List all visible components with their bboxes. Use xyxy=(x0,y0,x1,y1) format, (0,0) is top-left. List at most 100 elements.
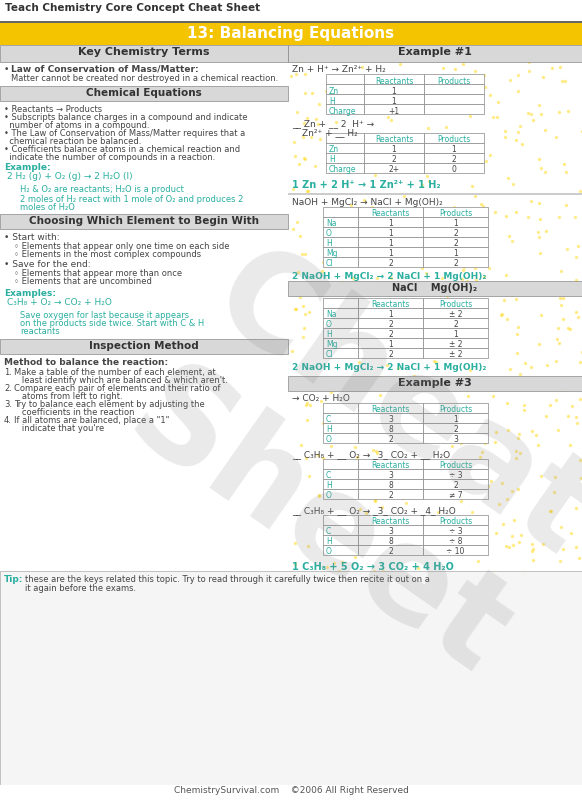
Bar xyxy=(323,545,358,556)
Bar xyxy=(326,134,364,144)
Text: Reactants: Reactants xyxy=(371,300,410,309)
Text: O: O xyxy=(326,435,332,444)
Text: 1: 1 xyxy=(392,145,396,154)
Bar xyxy=(423,228,488,238)
Bar xyxy=(326,85,364,95)
Bar xyxy=(423,516,488,525)
Bar xyxy=(358,545,423,556)
Text: Products: Products xyxy=(439,461,472,470)
Bar xyxy=(0,22,582,24)
Text: Charge: Charge xyxy=(329,106,357,116)
Bar xyxy=(323,349,358,359)
Text: these are the keys related this topic. Try to read through it carefully twice th: these are the keys related this topic. T… xyxy=(25,574,430,583)
Text: ÷ 8: ÷ 8 xyxy=(449,537,462,546)
Text: • Start with:: • Start with: xyxy=(4,233,59,242)
Bar xyxy=(0,0,582,22)
Text: 2 H₂ (g) + O₂ (g) → 2 H₂O (l): 2 H₂ (g) + O₂ (g) → 2 H₂O (l) xyxy=(7,172,133,181)
Text: moles of H₂O: moles of H₂O xyxy=(20,202,75,212)
Text: 1: 1 xyxy=(453,219,458,228)
Bar xyxy=(358,238,423,247)
Text: 1: 1 xyxy=(388,310,393,319)
Bar xyxy=(423,247,488,258)
Text: O: O xyxy=(326,491,332,500)
Text: Cheat
Sheet: Cheat Sheet xyxy=(105,230,582,702)
Text: Examples:: Examples: xyxy=(4,288,56,298)
Bar xyxy=(0,214,288,230)
Bar xyxy=(323,218,358,228)
Text: Example #3: Example #3 xyxy=(398,377,472,388)
Text: 1: 1 xyxy=(453,415,458,424)
Text: Na: Na xyxy=(326,310,336,319)
Bar xyxy=(358,208,423,218)
Text: 2: 2 xyxy=(392,155,396,165)
Text: ÷ 3: ÷ 3 xyxy=(449,471,462,480)
Text: C: C xyxy=(326,471,331,480)
Bar xyxy=(423,489,488,499)
Text: Products: Products xyxy=(439,300,472,309)
Bar xyxy=(323,328,358,339)
Text: 2: 2 xyxy=(453,425,458,434)
Text: Reactants: Reactants xyxy=(371,405,410,414)
Bar xyxy=(326,75,364,85)
Text: 2: 2 xyxy=(453,229,458,238)
Text: 2: 2 xyxy=(388,350,393,359)
Bar xyxy=(323,403,358,414)
Text: on the products side twice. Start with C & H: on the products side twice. Start with C… xyxy=(20,319,204,328)
Text: atoms from left to right.: atoms from left to right. xyxy=(14,392,123,401)
Bar xyxy=(358,459,423,470)
Text: indicate that you're: indicate that you're xyxy=(14,423,104,433)
Bar xyxy=(288,377,582,392)
Text: H: H xyxy=(326,330,332,339)
Text: If all atoms are balanced, place a "1": If all atoms are balanced, place a "1" xyxy=(14,415,169,425)
Text: 1 Zn + 2 H⁺ → 1 Zn²⁺ + 1 H₂: 1 Zn + 2 H⁺ → 1 Zn²⁺ + 1 H₂ xyxy=(292,180,441,190)
Bar xyxy=(323,489,358,499)
Bar xyxy=(364,134,424,144)
Text: Products: Products xyxy=(439,517,472,526)
Text: 2 NaOH + MgCl₂ → 2 NaCl + 1 Mg(OH)₂: 2 NaOH + MgCl₂ → 2 NaCl + 1 Mg(OH)₂ xyxy=(292,362,487,372)
Bar xyxy=(323,479,358,489)
Text: Reactants: Reactants xyxy=(371,461,410,470)
Bar xyxy=(0,46,288,63)
Bar xyxy=(288,46,582,63)
Text: H₂ & O₂ are reactants; H₂O is a product: H₂ & O₂ are reactants; H₂O is a product xyxy=(20,185,184,194)
Text: Reactants: Reactants xyxy=(375,76,413,85)
Text: ± 2: ± 2 xyxy=(449,310,462,319)
Text: 2: 2 xyxy=(388,435,393,444)
Text: 2: 2 xyxy=(453,481,458,490)
Text: O: O xyxy=(326,547,332,556)
Bar xyxy=(364,95,424,105)
Text: 2: 2 xyxy=(388,259,393,268)
Bar xyxy=(423,423,488,434)
Bar xyxy=(358,258,423,267)
Bar xyxy=(358,299,423,308)
Bar xyxy=(423,349,488,359)
Bar xyxy=(358,516,423,525)
Bar xyxy=(358,479,423,489)
Text: 1: 1 xyxy=(388,249,393,259)
Bar xyxy=(323,459,358,470)
Text: C: C xyxy=(326,415,331,424)
Text: 2: 2 xyxy=(453,259,458,268)
Bar xyxy=(288,194,582,196)
Bar xyxy=(323,525,358,536)
Text: Na: Na xyxy=(326,219,336,228)
Bar xyxy=(323,247,358,258)
Text: Cl: Cl xyxy=(326,259,333,268)
Bar xyxy=(358,319,423,328)
Text: ◦ Elements that appear only one time on each side: ◦ Elements that appear only one time on … xyxy=(14,242,229,251)
Text: 8: 8 xyxy=(388,537,393,546)
Text: 8: 8 xyxy=(388,481,393,490)
Bar xyxy=(326,95,364,105)
Bar xyxy=(364,75,424,85)
Bar xyxy=(323,536,358,545)
Text: Method to balance the reaction:: Method to balance the reaction: xyxy=(4,357,168,366)
Bar xyxy=(358,489,423,499)
Bar xyxy=(323,208,358,218)
Bar xyxy=(358,423,423,434)
Text: ◦ Elements in the most complex compounds: ◦ Elements in the most complex compounds xyxy=(14,250,201,259)
Text: O: O xyxy=(326,229,332,238)
Text: ÷ 3: ÷ 3 xyxy=(449,527,462,536)
Bar xyxy=(358,349,423,359)
Text: 1: 1 xyxy=(388,229,393,238)
Text: 13: Balancing Equations: 13: Balancing Equations xyxy=(187,26,395,41)
